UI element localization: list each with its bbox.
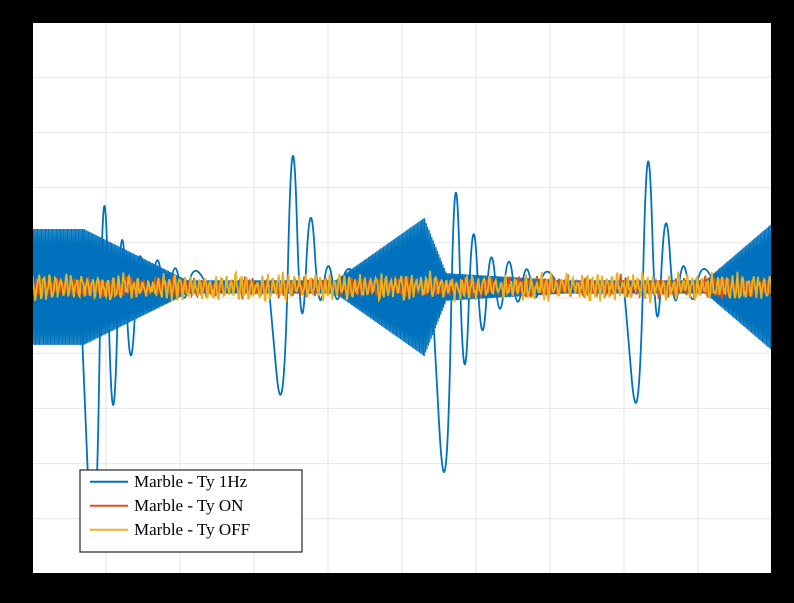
line-chart: Marble - Ty 1Hz Marble - Ty ON Marble - Ty… xyxy=(0,0,794,603)
legend-label-1: Marble - Ty ON xyxy=(134,496,243,515)
legend: Marble - Ty 1Hz Marble - Ty ON Marble - Ty… xyxy=(80,470,302,552)
legend-label-2: Marble - Ty OFF xyxy=(134,520,250,539)
legend-label-0: Marble - Ty 1Hz xyxy=(134,472,248,491)
